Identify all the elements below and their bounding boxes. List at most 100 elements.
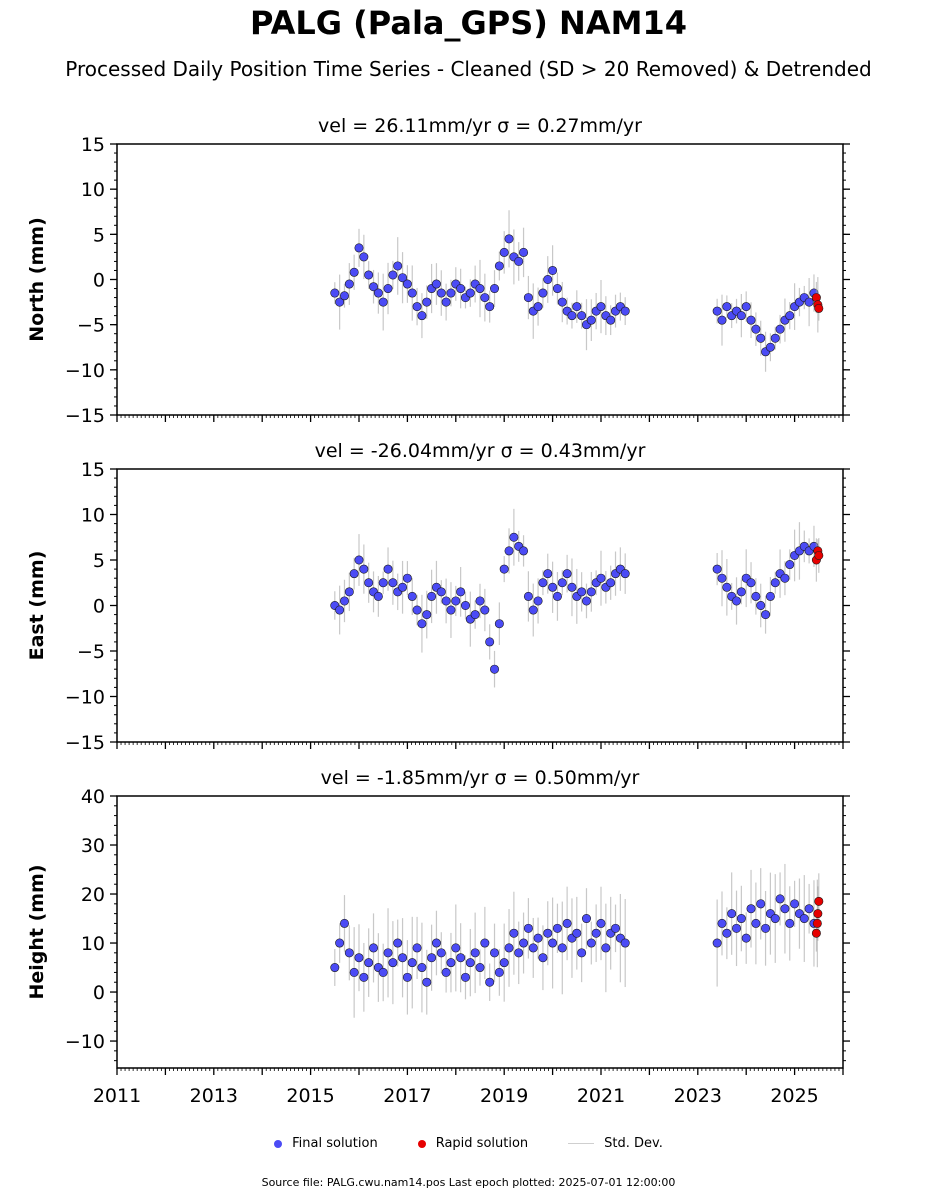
final-solution-point [533,933,543,943]
final-solution-point [339,596,349,606]
final-solution-point [770,914,780,924]
final-solution-point [519,938,529,948]
final-solution-point [431,938,441,948]
final-solution-point [509,532,519,542]
final-solution-point [402,279,412,289]
final-solution-point [378,967,388,977]
final-solution-point [383,284,393,294]
final-solution-point [722,302,732,312]
final-solution-point [364,578,374,588]
x-tick-label: 2019 [480,1085,528,1107]
final-solution-point [344,587,354,597]
final-solution-point [732,923,742,933]
rapid-solution-point [811,928,821,938]
final-solution-point [422,977,432,987]
final-solution-point [751,324,761,334]
final-solution-point [548,938,558,948]
final-marker-icon [274,1139,283,1148]
final-solution-point [577,587,587,597]
final-solution-point [470,610,480,620]
y-tick-label: −5 [77,315,105,337]
legend: Final solution Rapid solution Std. Dev. [0,1136,937,1151]
final-solution-point [369,943,379,953]
final-solution-point [383,948,393,958]
final-solution-point [528,943,538,953]
x-tick-label: 2017 [383,1085,431,1107]
final-solution-point [422,610,432,620]
final-solution-point [485,637,495,647]
final-solution-point [485,302,495,312]
final-solution-point [591,928,601,938]
final-solution-point [490,284,500,294]
final-solution-point [451,596,461,606]
final-solution-point [427,591,437,601]
final-solution-point [581,914,591,924]
final-solution-point [727,909,737,919]
final-solution-point [475,284,485,294]
legend-rapid-label: Rapid solution [435,1136,529,1151]
final-solution-point [504,234,514,244]
final-solution-point [741,302,751,312]
legend-final: Final solution [274,1136,378,1151]
final-solution-point [417,619,427,629]
final-solution-point [359,972,369,982]
y-tick-label: 15 [81,134,105,156]
final-solution-point [330,288,340,298]
final-solution-point [775,324,785,334]
final-solution-point [562,918,572,928]
final-solution-point [494,619,504,629]
final-solution-point [552,591,562,601]
final-solution-point [756,333,766,343]
final-solution-point [611,923,621,933]
y-tick-label: 20 [81,884,105,906]
final-solution-point [562,569,572,579]
final-solution-point [548,265,558,275]
final-solution-point [736,587,746,597]
final-solution-point [354,243,364,253]
final-solution-point [746,315,756,325]
final-solution-point [514,256,524,266]
final-solution-point [533,596,543,606]
final-solution-point [804,297,814,307]
final-solution-point [523,591,533,601]
final-solution-point [373,288,383,298]
final-solution-point [383,564,393,574]
final-solution-point [359,564,369,574]
final-solution-point [475,596,485,606]
final-solution-point [770,578,780,588]
final-solution-point [465,958,475,968]
final-solution-point [775,894,785,904]
y-tick-label: 40 [81,786,105,808]
final-solution-point [441,967,451,977]
final-solution-point [785,560,795,570]
final-solution-point [572,302,582,312]
final-solution-point [538,953,548,963]
final-solution-point [490,664,500,674]
final-solution-point [398,273,408,283]
final-solution-point [427,953,437,963]
final-solution-point [581,596,591,606]
final-solution-point [378,578,388,588]
final-solution-point [538,288,548,298]
final-solution-point [494,261,504,271]
final-solution-point [543,928,553,938]
final-solution-point [533,302,543,312]
legend-stddev-label: Std. Dev. [604,1136,663,1151]
final-solution-point [431,279,441,289]
final-solution-point [349,569,359,579]
final-solution-point [388,958,398,968]
final-solution-point [552,284,562,294]
final-solution-point [480,938,490,948]
rapid-solution-point [814,303,824,313]
y-tick-label: 5 [93,224,105,246]
final-solution-point [335,297,345,307]
final-solution-point [470,948,480,958]
final-solution-point [398,953,408,963]
final-solution-point [538,578,548,588]
final-solution-point [552,923,562,933]
final-solution-point [717,315,727,325]
final-solution-point [790,899,800,909]
final-solution-point [393,938,403,948]
final-solution-point [456,953,466,963]
